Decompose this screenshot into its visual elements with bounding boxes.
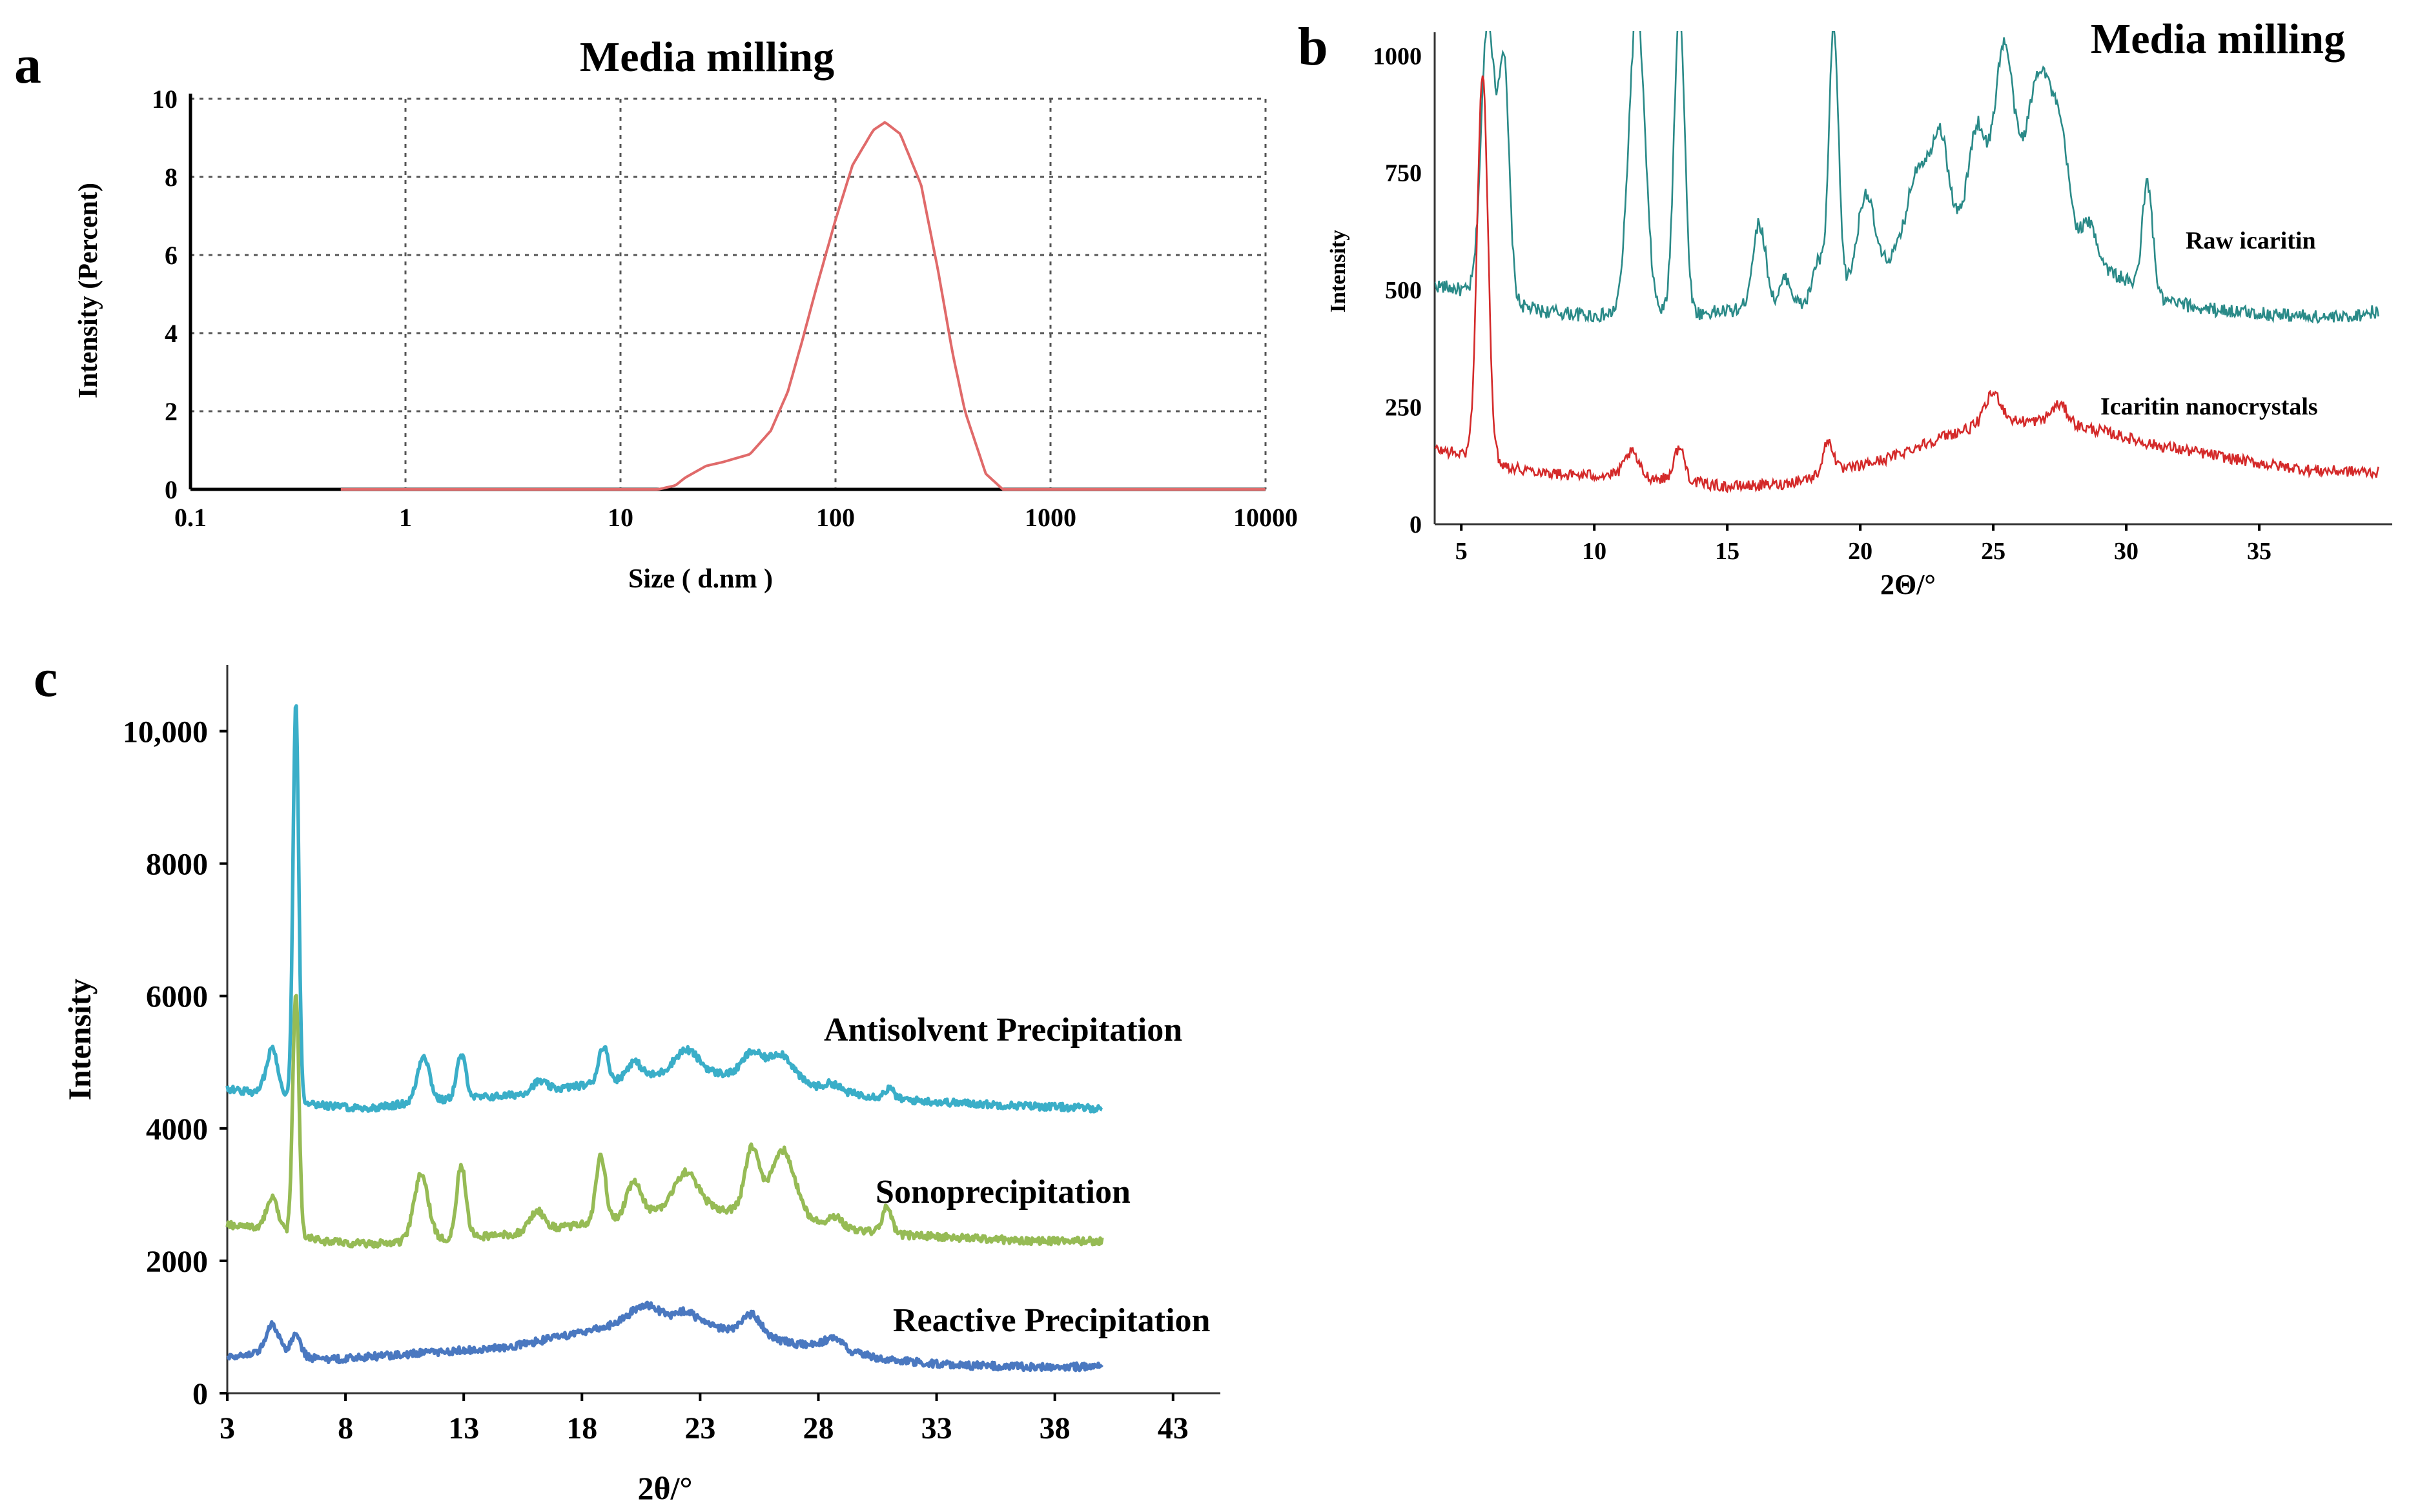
panel-a-xtick-label: 1000 [1025, 503, 1076, 532]
panel-b-xtick-label: 5 [1455, 538, 1468, 565]
panel-c-xtick-label: 43 [1158, 1411, 1189, 1446]
panel-c-xtick-label: 18 [566, 1411, 597, 1446]
panel-b-tick-labels: 5 10 15 20 25 30 35 0 250 500 750 1000 [1373, 43, 2271, 565]
panel-b-nanocrystals-line [1435, 75, 2379, 494]
panel-a-ytick-label: 2 [165, 397, 178, 426]
panel-a-ytick-label: 10 [152, 85, 178, 114]
panel-c-xtick-label: 13 [448, 1411, 479, 1446]
panel-b-label-raw-icaritin: Raw icaritin [2186, 227, 2316, 254]
panel-letter-b: b [1298, 17, 1328, 77]
panel-b-series [1435, 31, 2379, 494]
panel-c-reactive-line [226, 1300, 1103, 1373]
panel-a: a Media milling 0.1 1 10 100 1000 10000 0 2 4 6 8 1… [14, 34, 1298, 594]
panel-c-xtick-label: 38 [1040, 1411, 1071, 1446]
panel-a-xtick-label: 0.1 [174, 503, 207, 532]
panel-c-ytick-label: 4000 [146, 1112, 208, 1147]
panel-a-ytick-label: 6 [165, 241, 178, 270]
panel-b-ytick-label: 250 [1385, 394, 1422, 422]
panel-b-label-icaritin-nanocrystals: Icaritin nanocrystals [2100, 393, 2318, 420]
panel-b-ytick-label: 750 [1385, 160, 1422, 187]
panel-letter-a: a [14, 35, 41, 95]
panel-c-ytick-label: 8000 [146, 848, 208, 882]
panel-c-antisolvent-line [225, 704, 1103, 1114]
panel-c-xtick-label: 3 [220, 1411, 235, 1446]
panel-c-xtick-label: 8 [338, 1411, 353, 1446]
panel-b-raw-icaritin-line [1435, 31, 2379, 324]
panel-a-title: Media milling [580, 34, 834, 81]
panel-b-xtick-label: 35 [2247, 538, 2271, 565]
panel-a-grid [190, 97, 1267, 489]
panel-b-xtick-label: 25 [1981, 538, 2005, 565]
panel-c: c 3 8 13 18 23 28 33 38 430200040006000800010,00… [34, 648, 1220, 1506]
panel-a-distribution-line [340, 121, 1266, 491]
panel-b-title: Media milling [2091, 15, 2345, 63]
panel-a-axes [189, 94, 1266, 491]
panel-c-ytick-label: 6000 [146, 980, 208, 1014]
panel-c-sonoprecipitation-line [225, 994, 1104, 1249]
panel-a-ytick-label: 8 [165, 163, 178, 192]
panel-a-xtick-label: 10000 [1233, 503, 1298, 532]
panel-c-xlabel: 2θ/° [638, 1470, 693, 1506]
panel-a-xlabel: Size ( d.nm ) [628, 564, 773, 594]
panel-a-ylabel: Intensity (Percent) [74, 183, 103, 398]
panel-b-ytick-label: 0 [1410, 511, 1422, 538]
panel-b: b Media milling 5 10 15 20 25 30 35 0 250 500 750 1… [1298, 15, 2392, 600]
panel-c-xtick-label: 33 [921, 1411, 952, 1446]
panel-a-xtick-label: 10 [608, 503, 633, 532]
panel-c-ylabel: Intensity [61, 979, 97, 1101]
panel-a-ytick-label: 0 [165, 475, 178, 504]
panel-c-ytick-label: 2000 [146, 1245, 208, 1279]
panel-a-tick-labels: 0.1 1 10 100 1000 10000 0 2 4 6 8 10 [152, 85, 1298, 532]
panel-a-ytick-label: 4 [165, 319, 178, 348]
panel-c-xtick-label: 23 [684, 1411, 715, 1446]
panel-c-xtick-label: 28 [803, 1411, 834, 1446]
panel-b-ytick-label: 500 [1385, 277, 1422, 304]
panel-c-label-antisolvent: Antisolvent Precipitation [824, 1012, 1182, 1048]
panel-a-series [340, 121, 1266, 491]
panel-a-xtick-label: 100 [816, 503, 855, 532]
panel-c-label-reactive: Reactive Precipitation [893, 1302, 1211, 1339]
panel-letter-c: c [34, 648, 57, 708]
panel-a-xtick-label: 1 [399, 503, 412, 532]
panel-c-ytick-label: 10,000 [123, 715, 208, 750]
panel-c-ytick-label: 0 [192, 1377, 208, 1411]
panel-b-xtick-label: 30 [2114, 538, 2138, 565]
panel-b-xtick-label: 20 [1848, 538, 1872, 565]
panel-b-xtick-label: 15 [1715, 538, 1739, 565]
panel-c-series [225, 704, 1104, 1373]
panel-b-xtick-label: 10 [1582, 538, 1606, 565]
panel-b-ylabel: Intensity [1326, 230, 1350, 312]
panel-c-label-sonoprecipitation: Sonoprecipitation [876, 1174, 1131, 1211]
panel-b-ytick-label: 1000 [1373, 43, 1422, 70]
panel-b-xlabel: 2Θ/° [1880, 569, 1936, 600]
